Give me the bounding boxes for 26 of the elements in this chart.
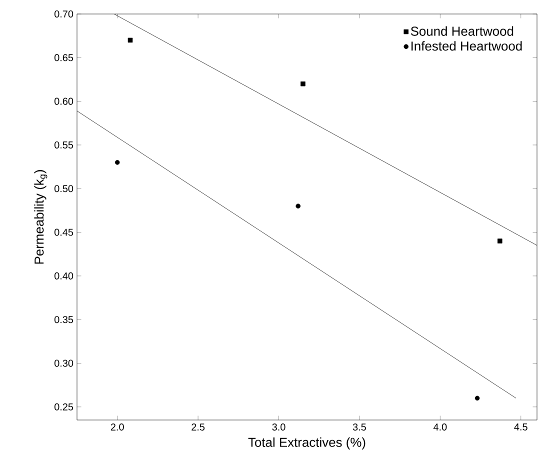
y-tick-label: 0.65	[54, 54, 74, 62]
y-tick-label: 0.55	[54, 141, 74, 148]
point	[128, 38, 133, 43]
y-tick-label: 0.25	[54, 403, 74, 410]
y-tick-label: 0.30	[54, 360, 74, 367]
point	[114, 160, 120, 165]
y-tick-label: 0.70	[54, 10, 74, 18]
y-tick-label: 0.60	[54, 98, 74, 105]
x-axis-title: Total Extractives (%)	[248, 437, 366, 450]
y-tick-label: 0.50	[54, 185, 74, 192]
point	[497, 238, 502, 244]
point	[296, 204, 301, 208]
x-tick-label: 2.0	[110, 424, 124, 431]
y-tick-label: 0.40	[54, 272, 74, 280]
point	[474, 396, 480, 401]
x-tick-label: 4.0	[433, 424, 447, 431]
x-tick-label: 3.0	[272, 424, 286, 431]
point	[300, 81, 306, 86]
legend-label: Infested Heartwood	[412, 41, 522, 51]
y-axis-title: Permeability (k$_{g}$)	[34, 170, 48, 264]
x-tick-label: 4.5	[514, 424, 528, 430]
y-tick-label: 0.45	[54, 228, 74, 236]
x-tick-label: 2.5	[192, 424, 205, 431]
x-tick-label: 3.5	[352, 424, 366, 431]
y-tick-label: 0.35	[54, 316, 74, 324]
legend-label: Sound Heartwood	[410, 26, 514, 36]
